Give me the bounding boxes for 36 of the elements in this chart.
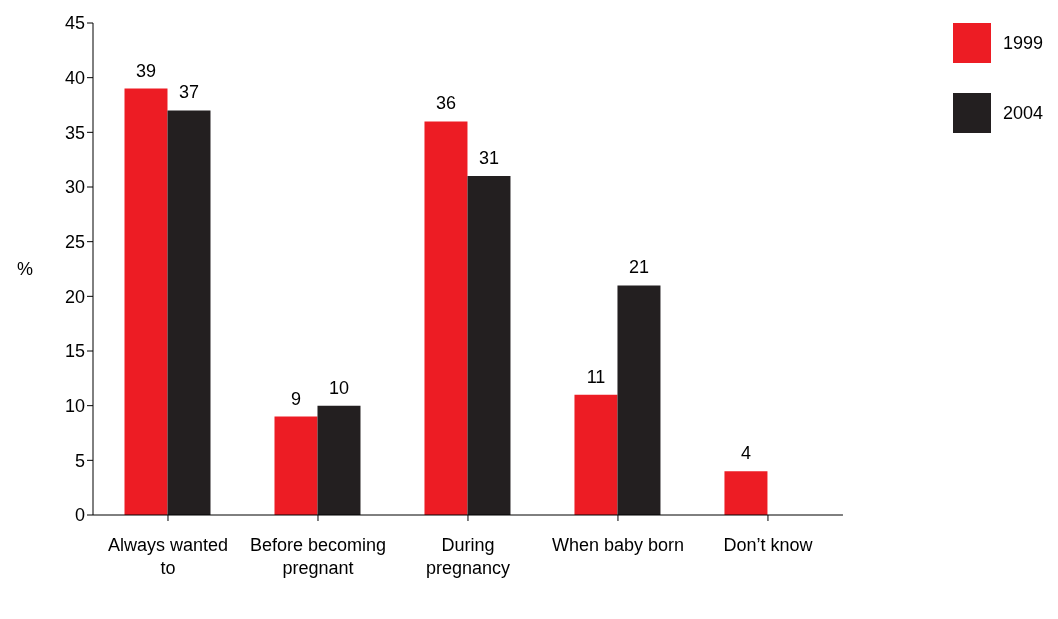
y-tick-label: 10 (64, 396, 85, 417)
bar (317, 405, 361, 515)
x-tick-label: During pregnancy (425, 535, 511, 578)
x-tick-label: Always wanted to (107, 535, 229, 578)
bar (617, 285, 661, 515)
data-label: 21 (628, 257, 649, 278)
y-tick-label: 5 (74, 450, 85, 471)
y-tick-label: 35 (64, 122, 85, 143)
bar (724, 471, 768, 515)
bar (167, 110, 211, 515)
data-label: 9 (290, 388, 301, 409)
bar (274, 416, 318, 515)
y-tick-label: 0 (74, 505, 85, 526)
legend-label: 1999 (1002, 32, 1043, 54)
y-tick-label: 20 (64, 286, 85, 307)
legend-label: 2004 (1002, 102, 1043, 124)
bar (574, 394, 618, 515)
data-label: 4 (740, 443, 751, 464)
data-label: 36 (435, 93, 456, 114)
y-tick-label: 30 (64, 177, 85, 198)
data-label: 39 (135, 60, 157, 81)
x-tick-label: Before becoming pregnant (249, 535, 387, 578)
bar (124, 88, 168, 515)
y-tick-label: 40 (64, 68, 85, 89)
data-label: 11 (586, 366, 606, 387)
y-tick-label: 45 (64, 13, 85, 34)
x-tick-label: Don’t know (723, 535, 814, 555)
bar (424, 121, 468, 515)
y-tick-label: 25 (64, 232, 85, 253)
bar (467, 176, 511, 515)
data-label: 37 (178, 82, 200, 103)
x-tick-label: When baby born (551, 535, 685, 555)
data-label: 31 (478, 148, 499, 169)
y-axis-title: % (16, 259, 33, 280)
y-tick-label: 15 (64, 341, 85, 362)
data-label: 10 (328, 377, 349, 398)
